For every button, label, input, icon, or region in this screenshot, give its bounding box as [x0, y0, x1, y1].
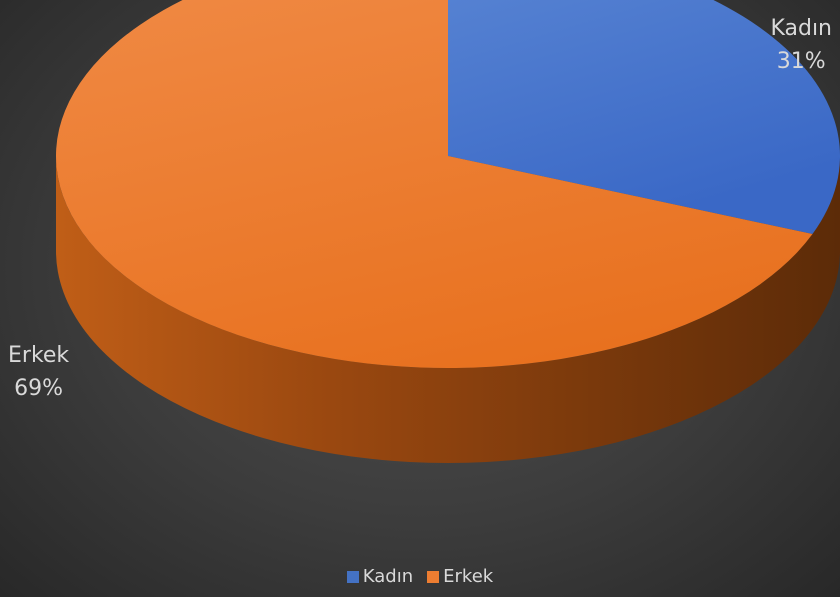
data-label-kadin-category: Kadın — [770, 16, 832, 41]
pie-slice-erkek — [56, 0, 813, 368]
data-label-kadin-value: 31% — [776, 49, 826, 74]
data-label-erkek-value: 69% — [14, 376, 64, 401]
legend-label-erkek: Erkek — [443, 566, 494, 587]
pie-slice-kadin — [448, 0, 840, 235]
legend-swatch-erkek — [427, 570, 440, 583]
legend-swatch-kadin — [346, 570, 359, 583]
data-label-kadin: Kadın 31% — [770, 12, 832, 78]
legend: Kadın Erkek — [0, 566, 840, 587]
legend-item-erkek: Erkek — [427, 566, 493, 587]
pie-side-wall — [56, 156, 840, 463]
data-label-erkek: Erkek 69% — [8, 339, 69, 405]
legend-label-kadin: Kadın — [362, 566, 414, 587]
legend-item-kadin: Kadın — [346, 566, 414, 587]
data-label-erkek-category: Erkek — [8, 343, 70, 368]
